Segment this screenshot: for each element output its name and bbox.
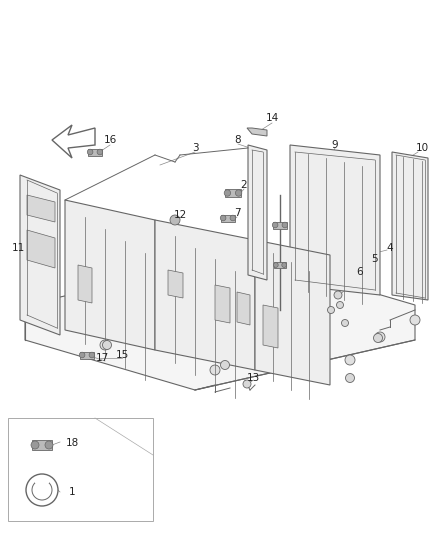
Text: 5: 5 <box>372 254 378 264</box>
Polygon shape <box>255 240 330 385</box>
Polygon shape <box>215 285 230 323</box>
Text: 8: 8 <box>235 135 241 145</box>
Polygon shape <box>52 125 95 158</box>
Text: 6: 6 <box>357 267 363 277</box>
Circle shape <box>282 222 288 228</box>
Polygon shape <box>20 175 60 335</box>
Text: 3: 3 <box>192 143 198 153</box>
Polygon shape <box>237 292 250 325</box>
Circle shape <box>346 374 354 383</box>
Circle shape <box>273 263 278 268</box>
Polygon shape <box>27 195 55 222</box>
Circle shape <box>243 380 251 388</box>
Bar <box>80 351 94 359</box>
Circle shape <box>26 474 58 506</box>
Text: 9: 9 <box>332 140 338 150</box>
Text: 16: 16 <box>103 135 117 145</box>
Text: 12: 12 <box>173 210 187 220</box>
Circle shape <box>220 360 230 369</box>
Polygon shape <box>247 128 267 136</box>
Polygon shape <box>25 255 415 390</box>
Bar <box>274 262 286 268</box>
Text: 1: 1 <box>69 487 75 497</box>
Polygon shape <box>168 270 183 298</box>
Circle shape <box>87 149 93 155</box>
Polygon shape <box>27 230 55 268</box>
Circle shape <box>100 340 110 350</box>
Text: 14: 14 <box>265 113 279 123</box>
Text: 13: 13 <box>246 373 260 383</box>
Circle shape <box>336 302 343 309</box>
Circle shape <box>89 352 95 358</box>
Text: 18: 18 <box>65 438 79 448</box>
Polygon shape <box>290 145 380 295</box>
Text: 10: 10 <box>415 143 428 153</box>
Polygon shape <box>155 220 255 370</box>
Circle shape <box>375 332 385 342</box>
Circle shape <box>79 352 85 358</box>
Polygon shape <box>392 152 428 300</box>
Circle shape <box>45 441 53 449</box>
Bar <box>273 222 287 229</box>
Circle shape <box>282 263 286 268</box>
Bar <box>225 189 241 197</box>
Bar <box>35 478 49 483</box>
Bar <box>32 440 52 450</box>
Circle shape <box>272 222 278 228</box>
Circle shape <box>328 306 335 313</box>
Text: 11: 11 <box>11 243 25 253</box>
Circle shape <box>374 334 382 343</box>
Circle shape <box>342 319 349 327</box>
Circle shape <box>334 291 342 299</box>
Text: 4: 4 <box>387 243 393 253</box>
Circle shape <box>230 215 236 221</box>
Text: 17: 17 <box>95 353 109 363</box>
Circle shape <box>170 215 180 225</box>
Circle shape <box>410 315 420 325</box>
Text: 15: 15 <box>115 350 129 360</box>
Text: 2: 2 <box>241 180 247 190</box>
Circle shape <box>31 441 39 449</box>
Circle shape <box>235 190 242 196</box>
Circle shape <box>345 355 355 365</box>
Circle shape <box>224 190 230 196</box>
Polygon shape <box>65 200 155 350</box>
FancyBboxPatch shape <box>8 418 153 521</box>
Polygon shape <box>78 265 92 303</box>
Circle shape <box>32 480 52 500</box>
Polygon shape <box>248 145 267 280</box>
Circle shape <box>102 341 112 350</box>
Circle shape <box>97 149 102 155</box>
Text: 7: 7 <box>234 208 240 218</box>
Bar <box>88 149 102 156</box>
Polygon shape <box>263 305 278 348</box>
Bar <box>221 214 235 222</box>
Circle shape <box>210 365 220 375</box>
Circle shape <box>220 215 226 221</box>
